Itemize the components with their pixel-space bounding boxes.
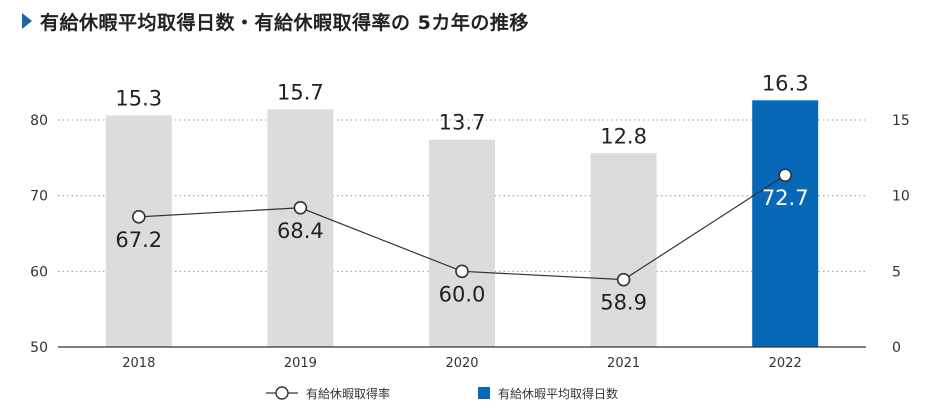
x-tick-label: 2018 (122, 356, 155, 371)
bar (590, 153, 657, 347)
y-left-tick-label: 80 (30, 113, 48, 129)
rate-marker (616, 272, 631, 287)
y-right-tick-label: 5 (892, 264, 901, 280)
y-left-tick-label: 70 (30, 189, 48, 205)
bar (105, 115, 172, 348)
rate-value-label: 60.0 (439, 282, 486, 306)
y-right-tick-label: 10 (892, 189, 910, 205)
legend-label-days: 有給休暇平均取得日数 (498, 386, 619, 401)
rate-value-label: 67.2 (115, 228, 162, 252)
chart: 15.3 15.7 13.7 12.8 16.3 67.2 68.4 60.0 58.9 72.7… (30, 71, 910, 371)
x-tick-label: 2021 (607, 356, 640, 371)
x-tick-label: 2020 (445, 356, 478, 371)
legend-label-rate: 有給休暇取得率 (306, 386, 391, 401)
bar (429, 139, 495, 347)
bar-value-label: 15.7 (277, 80, 324, 104)
legend-item-days: 有給休暇平均取得日数 (478, 378, 618, 408)
bar-value-label: 13.7 (439, 111, 486, 135)
y-right-tick-label: 15 (892, 113, 910, 129)
rate-marker (293, 200, 308, 215)
bar (752, 100, 819, 348)
line-marker-icon (266, 386, 298, 400)
legend: 有給休暇取得率 有給休暇平均取得日数 (0, 378, 940, 408)
bar-swatch-icon (478, 387, 490, 399)
y-right-tick-label: 0 (892, 340, 901, 356)
rate-value-label: 58.9 (600, 291, 647, 315)
y-left-tick-label: 60 (30, 264, 48, 280)
legend-item-rate: 有給休暇取得率 (266, 378, 390, 408)
bar-value-label: 12.8 (600, 124, 647, 148)
rate-marker (455, 264, 469, 279)
x-tick-label: 2022 (769, 356, 802, 371)
bar-value-label: 16.3 (762, 71, 809, 95)
bar (267, 109, 334, 347)
title-arrow-icon (22, 13, 32, 29)
rate-value-label: 72.7 (762, 186, 809, 210)
x-tick-label: 2019 (284, 356, 317, 371)
rate-marker (778, 168, 793, 183)
bar-value-label: 15.3 (115, 86, 162, 110)
rate-value-label: 68.4 (277, 219, 324, 243)
y-left-tick-label: 50 (30, 340, 48, 356)
chart-title: 有給休暇平均取得日数・有給休暇取得率の 5カ年の推移 (22, 6, 529, 36)
chart-title-text: 有給休暇平均取得日数・有給休暇取得率の 5カ年の推移 (40, 11, 529, 34)
rate-marker (132, 210, 146, 224)
